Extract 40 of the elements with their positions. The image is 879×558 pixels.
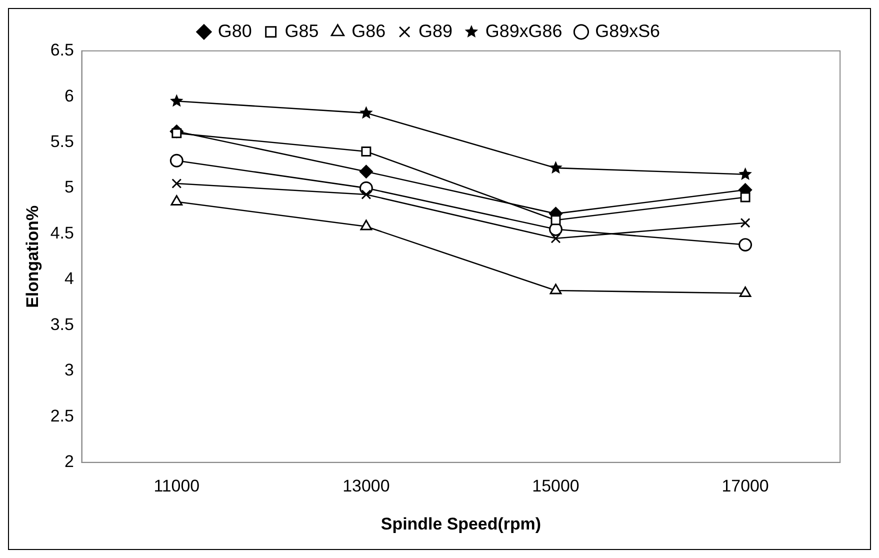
y-tick-label: 5: [64, 178, 74, 197]
point: [361, 146, 372, 156]
x-tick-label: 17000: [722, 476, 769, 496]
point: [170, 195, 183, 206]
y-tick-label: 3: [64, 360, 74, 380]
x-tick-label: 13000: [342, 476, 390, 496]
point: [360, 220, 372, 230]
point: [361, 189, 372, 200]
legend-label: G86: [352, 20, 386, 41]
x-tick-label: 11000: [154, 476, 200, 496]
y-axis-title: Elongation%: [22, 205, 42, 308]
x-axis-title: Spindle Speed(rpm): [380, 514, 542, 534]
point: [739, 286, 752, 298]
point: [360, 106, 373, 119]
point: [549, 160, 562, 174]
point: [740, 192, 750, 202]
legend-label: G80: [218, 20, 252, 41]
point: [550, 215, 561, 226]
point: [172, 178, 182, 188]
point: [738, 167, 752, 180]
y-tick-label: 3.5: [50, 314, 74, 334]
y-tick-label: 4.5: [50, 223, 74, 242]
point: [738, 238, 752, 252]
y-tick-label: 6.5: [50, 40, 74, 60]
legend-label: G89xG86: [485, 20, 562, 41]
x-tick-label: 15000: [532, 476, 580, 496]
legend-label: G89xS6: [595, 20, 660, 41]
y-tick-label: 2.5: [50, 406, 74, 426]
y-tick-label: 4: [64, 269, 74, 288]
point: [550, 284, 562, 294]
point: [359, 164, 373, 178]
y-tick-label: 5.5: [50, 132, 74, 151]
point: [740, 218, 750, 228]
y-tick-label: 6: [64, 86, 74, 106]
point: [550, 233, 561, 244]
point: [170, 94, 184, 107]
point: [170, 154, 184, 168]
y-tick-label: 2: [64, 452, 74, 472]
legend-label: G85: [284, 20, 319, 41]
legend-label: G89: [418, 20, 452, 41]
